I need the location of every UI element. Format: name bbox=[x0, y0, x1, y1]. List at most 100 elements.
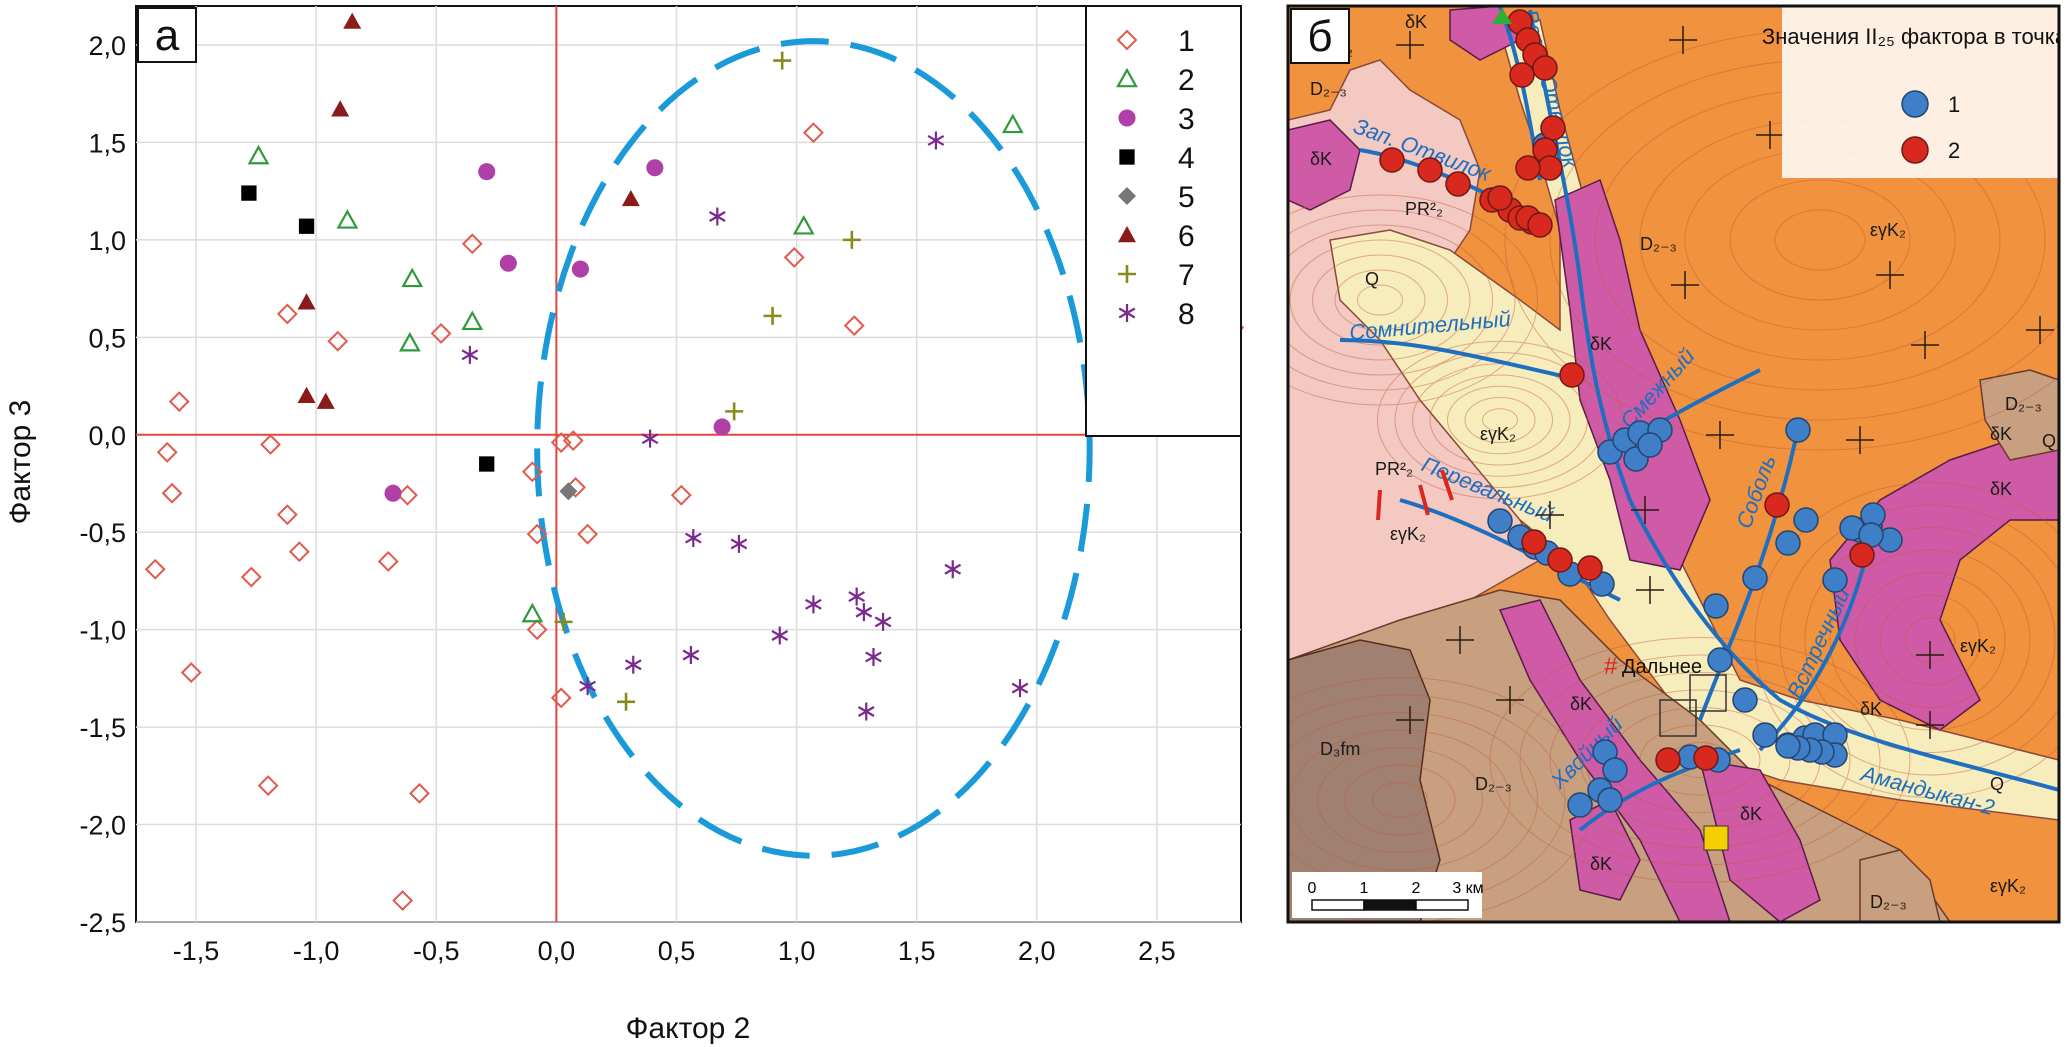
granite-cross bbox=[1631, 496, 1659, 524]
unit-label: PR²₂ bbox=[1405, 199, 1443, 219]
sample-point-red bbox=[1577, 555, 1603, 581]
sample-point-red bbox=[1527, 212, 1553, 238]
data-point-series-5 bbox=[559, 482, 578, 501]
contour-line bbox=[1429, 374, 1571, 466]
data-point-series-3 bbox=[478, 163, 496, 181]
data-point-series-2 bbox=[401, 267, 424, 288]
y-tick-label: 1,0 bbox=[88, 226, 126, 256]
panel-a-label: а bbox=[155, 11, 180, 60]
data-point-series-6 bbox=[343, 12, 362, 29]
data-point-series-2 bbox=[461, 310, 484, 331]
y-tick-labels: 2,0 1,5 1,0 0,5 0,0 -0,5 -1,0 -1,5 -2,0 -2,5 bbox=[79, 31, 126, 938]
data-point-series-8 bbox=[624, 655, 642, 674]
unit-label: δK bbox=[1990, 479, 2012, 499]
data-point-series-4 bbox=[479, 456, 495, 472]
legend-label: 5 bbox=[1178, 181, 1195, 214]
data-point-series-1 bbox=[392, 890, 414, 911]
scale-bar-segment bbox=[1415, 899, 1469, 911]
y-tick-label: 0,5 bbox=[88, 323, 126, 353]
data-point-series-1 bbox=[377, 551, 399, 572]
x-tick-label: 2,5 bbox=[1138, 936, 1176, 966]
unit-label: D₃fm bbox=[1320, 739, 1360, 759]
devonian-patch-1 bbox=[1979, 369, 2059, 461]
scatter-points bbox=[144, 12, 1245, 911]
unit-label: δK bbox=[1310, 149, 1332, 169]
map-legend-red-point bbox=[1901, 136, 1929, 164]
data-point-series-3 bbox=[384, 484, 402, 502]
contour-line bbox=[1549, 672, 1851, 848]
sample-point-blue bbox=[1793, 507, 1819, 533]
data-point-series-8 bbox=[805, 595, 822, 614]
data-point-series-1 bbox=[156, 441, 178, 463]
contour-line bbox=[1288, 209, 1516, 391]
legend-marker-5 bbox=[1118, 187, 1136, 205]
x-tick-label: -0,5 bbox=[413, 936, 460, 966]
river-somnitelny bbox=[1339, 338, 1581, 382]
granite-cross bbox=[1536, 501, 1564, 529]
unit-label: D₂₋₃ bbox=[2005, 394, 2042, 414]
data-point-series-1 bbox=[526, 523, 548, 545]
scale-bar-segment bbox=[1311, 899, 1365, 911]
y-tick-label: -2,0 bbox=[79, 811, 126, 841]
panel-b-map: δK δK δK δK δK δK δK δK δK εγK₂ εγK₂ εγK… bbox=[1288, 6, 2059, 922]
y-tick-label: 1,5 bbox=[88, 128, 126, 158]
x-tick-label: 2,0 bbox=[1018, 936, 1056, 966]
granite-cross bbox=[1916, 711, 1944, 739]
map-legend-label: 1 bbox=[1948, 92, 1960, 117]
sample-point-red bbox=[1509, 62, 1535, 88]
unit-label: D₂₋₃ bbox=[1870, 892, 1907, 912]
contour-line bbox=[1639, 724, 1761, 796]
sample-point-red bbox=[1445, 171, 1471, 197]
data-point-series-8 bbox=[857, 702, 875, 721]
data-point-series-1 bbox=[288, 541, 310, 563]
legend-label: 1 bbox=[1178, 25, 1195, 58]
unit-label: PR²₂ bbox=[1375, 459, 1413, 479]
unit-label: εγK₂ bbox=[1960, 636, 1996, 656]
contour-line bbox=[1804, 527, 2056, 753]
sample-point-red bbox=[1655, 747, 1681, 773]
data-point-series-2 bbox=[336, 209, 359, 229]
contour-line bbox=[1729, 179, 1911, 301]
data-point-series-7 bbox=[842, 230, 861, 249]
vein-marker bbox=[1418, 484, 1430, 516]
unit-label: Q bbox=[2042, 431, 2056, 451]
vein-marker bbox=[1376, 489, 1382, 521]
contour-line bbox=[1854, 572, 2006, 708]
settlement-building bbox=[1659, 699, 1697, 737]
sample-point-blue bbox=[1597, 787, 1623, 813]
granite-cross bbox=[1396, 31, 1424, 59]
x-tick-label: 0,5 bbox=[658, 936, 696, 966]
granite-cross bbox=[1396, 706, 1424, 734]
sample-point-blue bbox=[1785, 417, 1811, 443]
sample-point-blue bbox=[1703, 593, 1729, 619]
legend-marker-7 bbox=[1118, 265, 1136, 283]
unit-label: δK bbox=[1590, 334, 1612, 354]
sample-point-blue bbox=[1752, 722, 1778, 748]
unit-label: δK bbox=[1860, 699, 1882, 719]
unit-label: Q bbox=[1365, 269, 1379, 289]
granite-cross bbox=[2026, 316, 2054, 344]
settlement-building bbox=[1689, 674, 1727, 712]
sample-point-red bbox=[1693, 745, 1719, 771]
data-point-series-1 bbox=[144, 558, 166, 580]
unit-labels: δK δK δK δK δK δK δK δK δK εγK₂ εγK₂ εγK… bbox=[1310, 12, 2056, 912]
data-point-series-8 bbox=[730, 534, 748, 553]
yellow-square-marker bbox=[1703, 825, 1729, 851]
sample-point-red bbox=[1849, 542, 1875, 568]
data-point-series-8 bbox=[641, 429, 659, 448]
granite-cross bbox=[1756, 121, 1784, 149]
data-point-series-1 bbox=[260, 434, 281, 455]
sample-point-blue bbox=[1775, 733, 1801, 759]
data-point-series-7 bbox=[554, 612, 573, 631]
data-point-series-8 bbox=[865, 647, 882, 666]
data-point-series-1 bbox=[670, 484, 692, 506]
data-point-series-6 bbox=[316, 392, 335, 409]
x-tick-label: -1,5 bbox=[173, 936, 220, 966]
sample-point-red bbox=[1521, 529, 1547, 555]
scale-bar-tick: 3 км bbox=[1452, 880, 1483, 897]
scale-bar-segment bbox=[1363, 899, 1417, 911]
legend-label: 8 bbox=[1178, 298, 1195, 331]
contour-line bbox=[1482, 408, 1518, 432]
contour-line bbox=[1447, 385, 1553, 455]
data-point-series-8 bbox=[855, 603, 873, 622]
